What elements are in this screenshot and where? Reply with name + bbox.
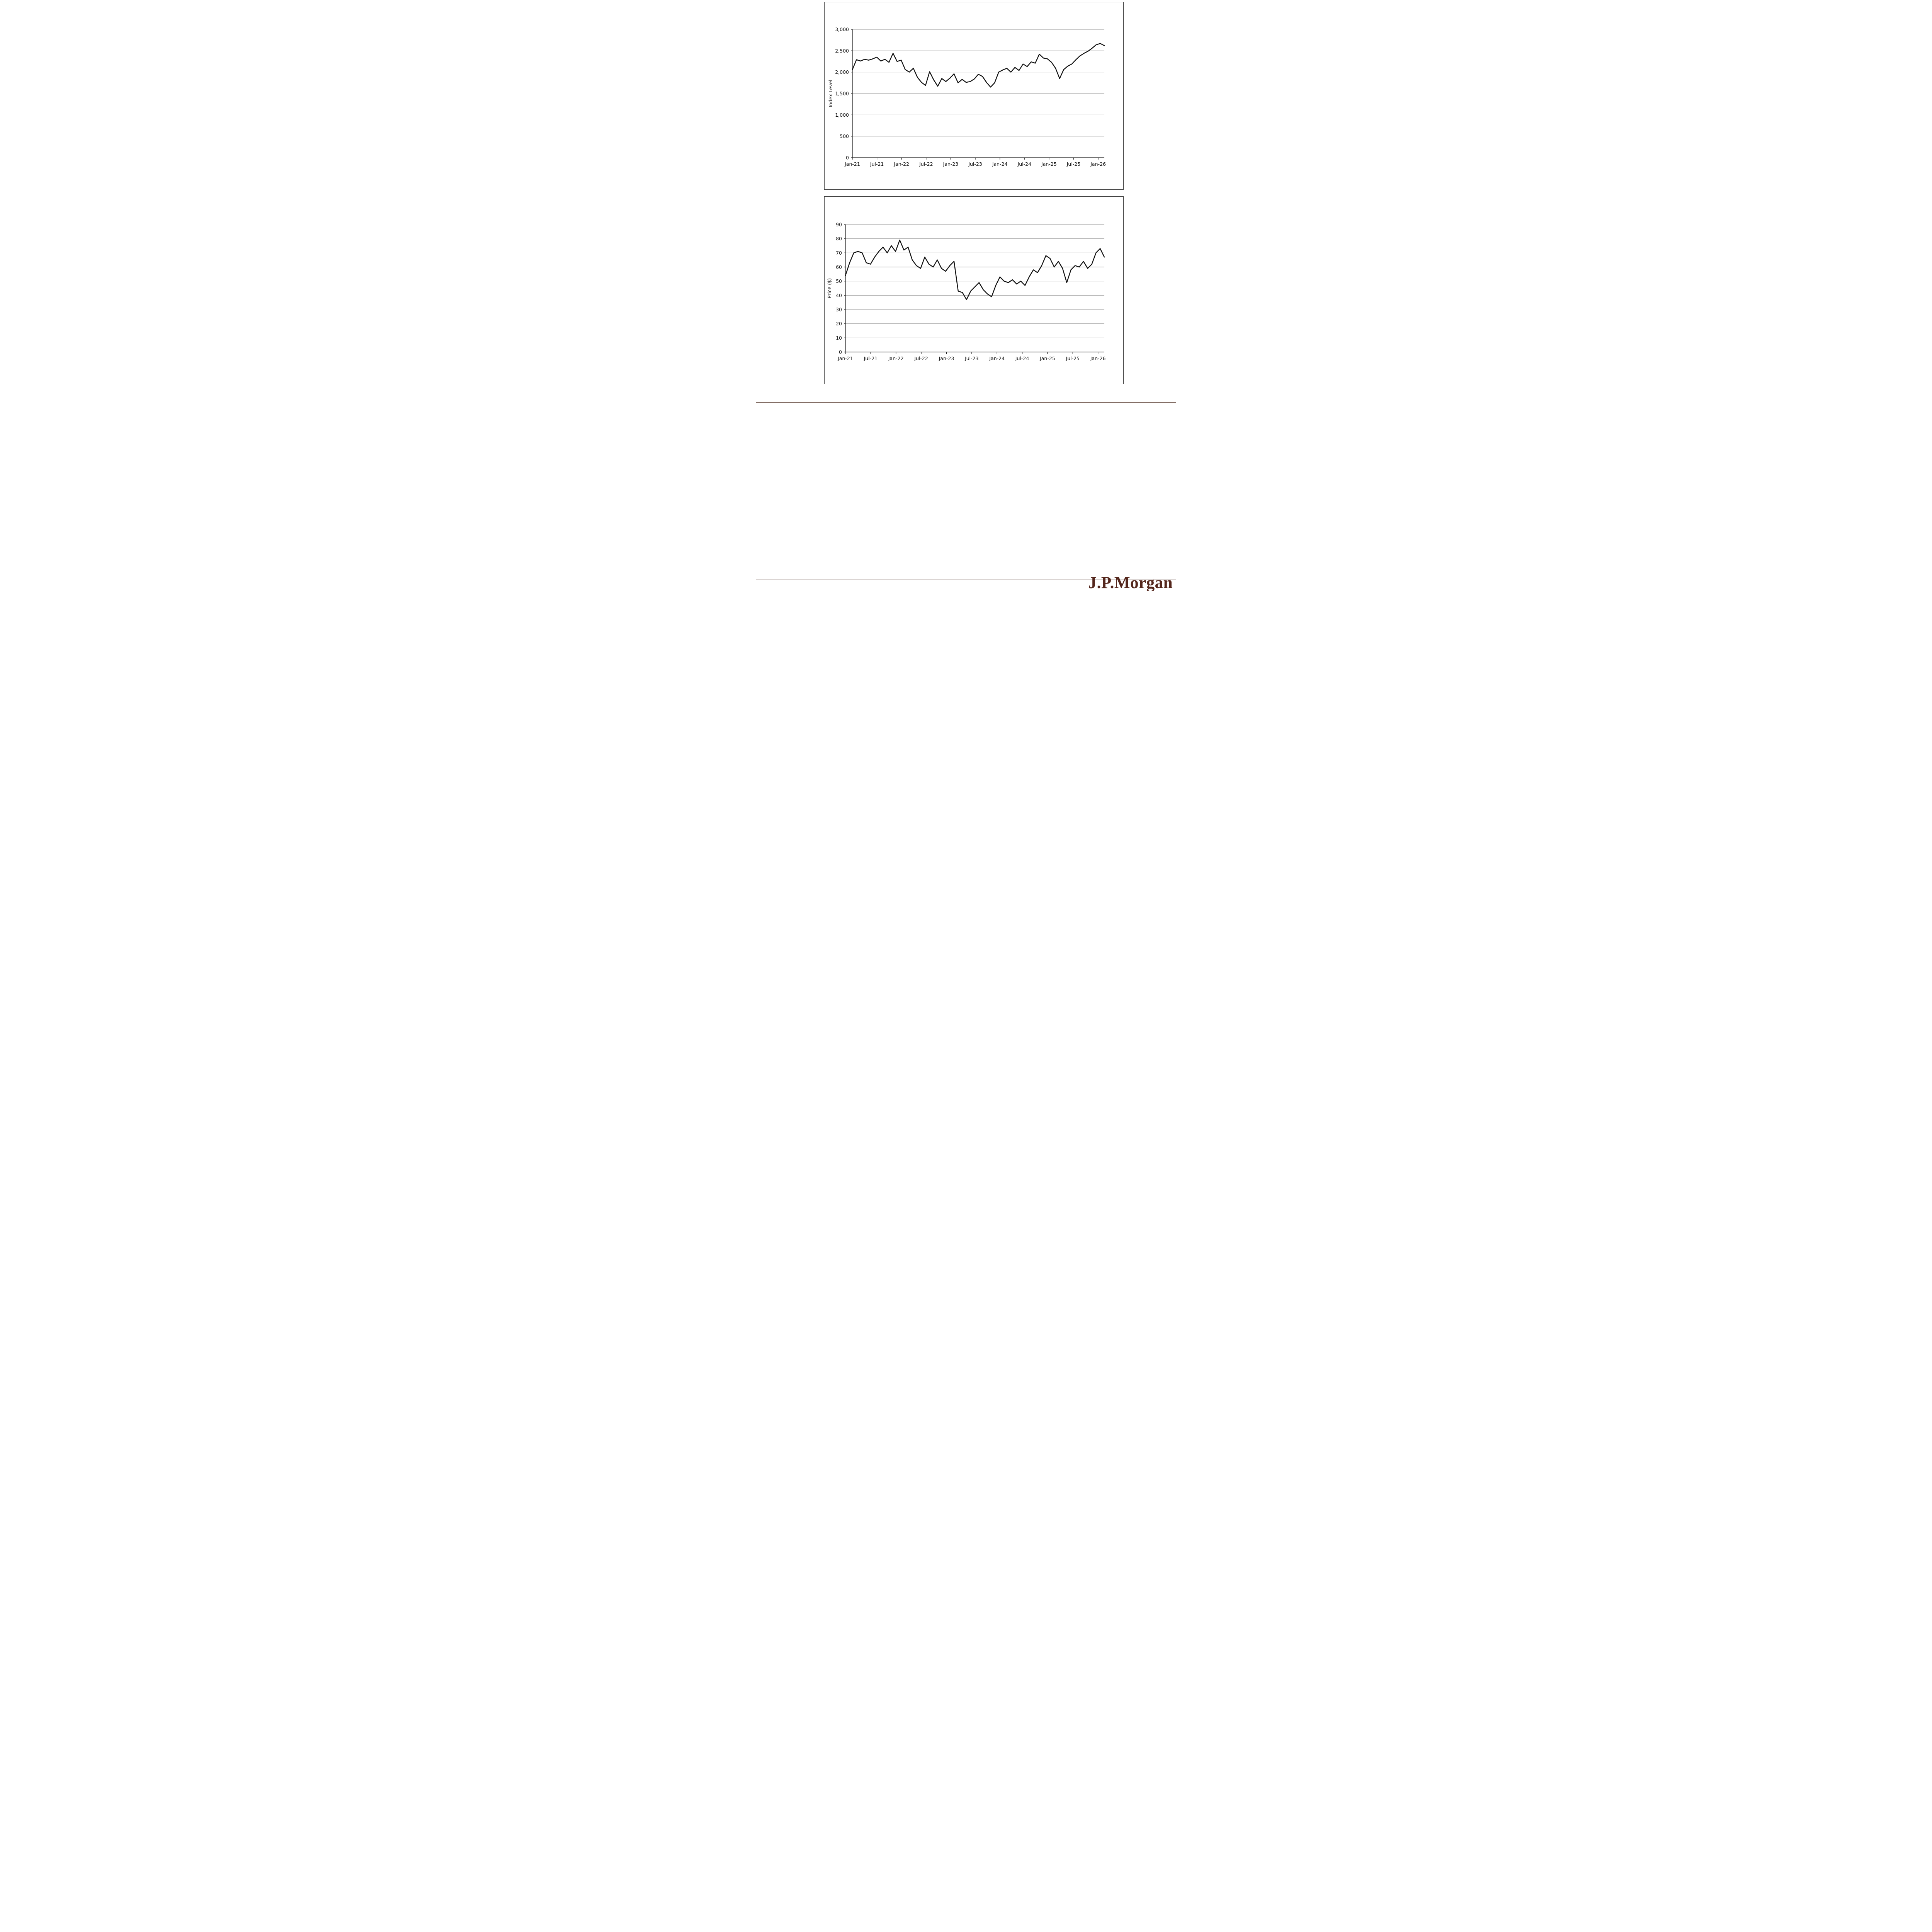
x-tick-label: Jan-24 [989, 355, 1005, 361]
x-tick-label: Jul-24 [1017, 161, 1032, 167]
y-tick-label: 3,000 [835, 27, 849, 32]
y-tick-label: 40 [836, 293, 842, 298]
y-tick-label: 2,000 [835, 69, 849, 75]
y-axis-title: Index Level [828, 80, 833, 107]
y-tick-label: 500 [840, 133, 849, 139]
y-tick-label: 0 [846, 155, 849, 161]
price-chart: 0 10 20 30 40 50 60 70 80 90 Jan-21 Jul-21 Jan-22 Jul… [827, 222, 1106, 362]
y-tick-label: 50 [836, 278, 842, 284]
x-tick-label: Jan-25 [1041, 161, 1057, 167]
horizontal-divider-upper [756, 402, 1176, 403]
x-tick-label: Jan-25 [1039, 355, 1055, 361]
x-tick-label: Jul-23 [964, 355, 979, 361]
price-chart-panel: 0 10 20 30 40 50 60 70 80 90 Jan-21 Jul-21 Jan-22 Jul… [824, 196, 1124, 384]
x-tick-label: Jul-24 [1015, 355, 1029, 361]
x-tick-label: Jul-23 [968, 161, 982, 167]
x-tick-label: Jul-22 [919, 161, 933, 167]
series-line [852, 43, 1105, 88]
index-level-chart-panel: 0 500 1,000 1,500 2,000 2,500 3,000 Jan-21 Jul-2… [824, 2, 1124, 190]
x-tick-label: Jan-22 [888, 355, 904, 361]
x-tick-label: Jul-21 [864, 355, 878, 361]
y-tick-label: 60 [836, 264, 842, 270]
y-tick-label: 10 [836, 335, 842, 341]
x-tick-label: Jan-23 [943, 161, 959, 167]
y-axis-title: Price ($) [827, 278, 832, 298]
y-tick-label: 2,500 [835, 48, 849, 54]
document-page: 0 500 1,000 1,500 2,000 2,500 3,000 Jan-21 Jul-2… [756, 0, 1176, 591]
y-tick-label: 70 [836, 250, 842, 256]
x-tick-label: Jul-21 [870, 161, 884, 167]
y-tick-label: 1,500 [835, 91, 849, 97]
x-tick-label: Jul-25 [1066, 161, 1081, 167]
x-tick-label: Jan-26 [1090, 161, 1106, 167]
y-tick-label: 1,000 [835, 112, 849, 118]
x-tick-label: Jan-23 [939, 355, 954, 361]
x-tick-label: Jan-26 [1090, 355, 1106, 361]
x-tick-label: Jul-25 [1066, 355, 1080, 361]
x-tick-label: Jan-21 [844, 161, 860, 167]
index-level-chart: 0 500 1,000 1,500 2,000 2,500 3,000 Jan-21 Jul-2… [828, 27, 1106, 167]
x-tick-label: Jan-24 [992, 161, 1008, 167]
y-tick-label: 90 [836, 222, 842, 228]
y-tick-label: 30 [836, 307, 842, 313]
x-tick-label: Jan-21 [837, 355, 853, 361]
x-tick-label: Jul-22 [914, 355, 928, 361]
jpmorgan-logo: J.P.Morgan [1088, 574, 1173, 591]
x-tick-label: Jan-22 [893, 161, 909, 167]
y-tick-label: 0 [839, 349, 842, 355]
series-line [845, 240, 1105, 300]
y-tick-label: 20 [836, 321, 842, 327]
y-tick-label: 80 [836, 236, 842, 242]
